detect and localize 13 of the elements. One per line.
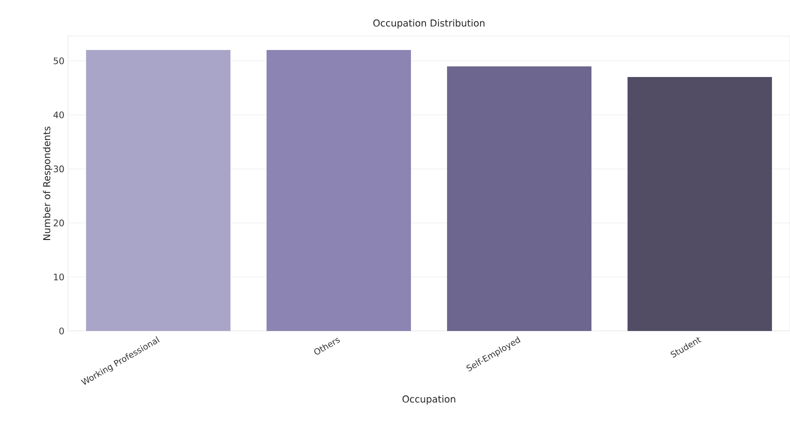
bar bbox=[447, 66, 592, 331]
y-tick-label: 10 bbox=[54, 274, 64, 280]
y-tick-label: 40 bbox=[53, 111, 64, 118]
bar bbox=[628, 77, 772, 331]
y-tick-label: 30 bbox=[54, 166, 64, 172]
bar bbox=[86, 50, 230, 331]
y-tick-label: 20 bbox=[54, 220, 64, 226]
chart-title: Occupation Distribution bbox=[373, 19, 484, 28]
y-axis-title: Number of Respondents bbox=[42, 126, 52, 240]
x-axis-title: Occupation bbox=[402, 395, 456, 404]
bar bbox=[266, 50, 411, 331]
y-tick-label: 0 bbox=[59, 328, 64, 334]
y-tick-label: 50 bbox=[54, 57, 64, 64]
